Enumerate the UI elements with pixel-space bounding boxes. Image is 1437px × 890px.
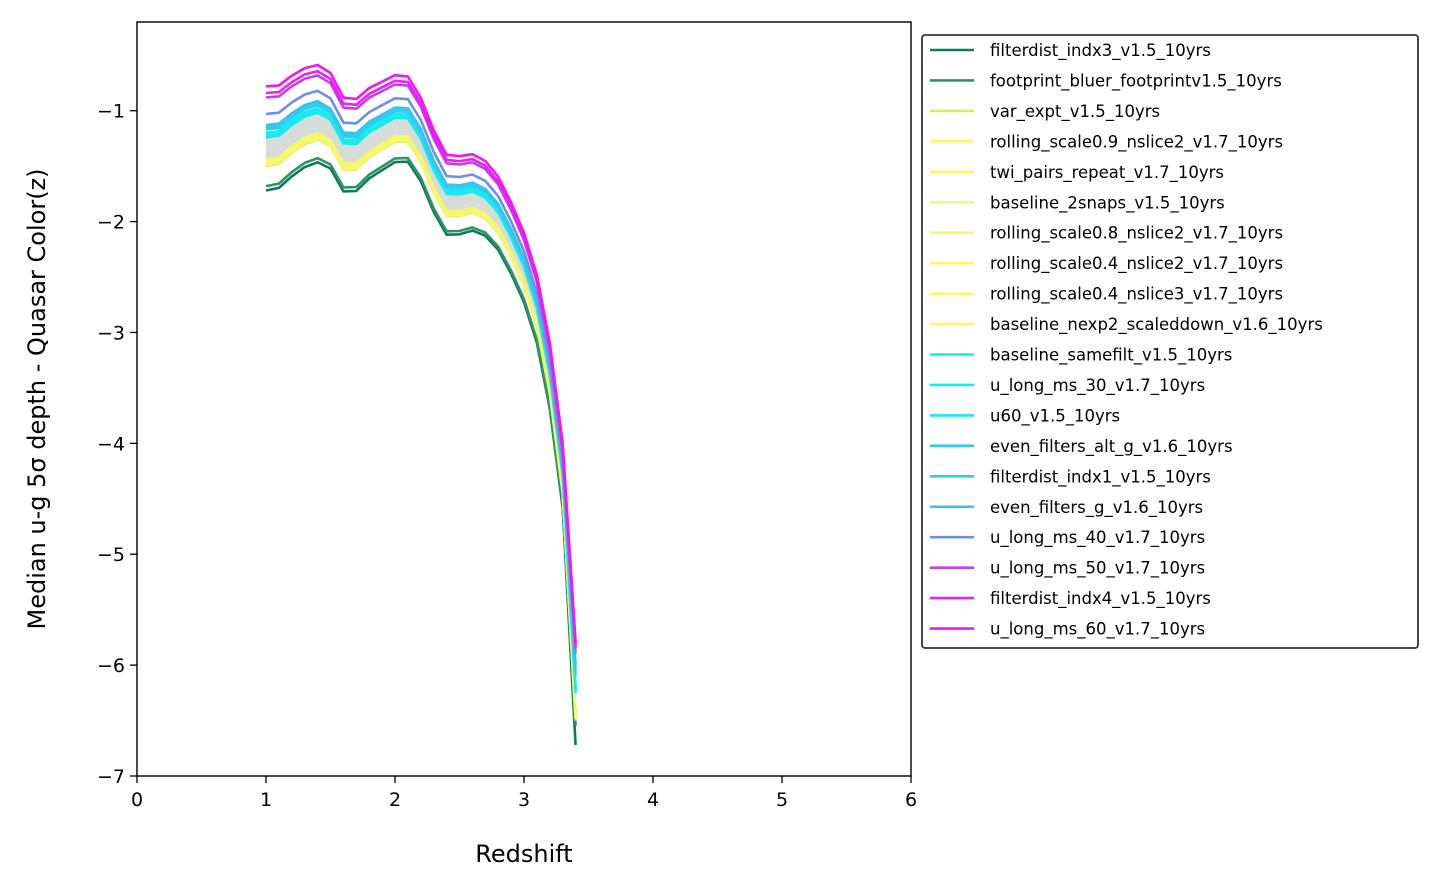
legend-items: filterdist_indx3_v1.5_10yrs footprint_blu… <box>930 41 1323 640</box>
legend-label: even_filters_g_v1.6_10yrs <box>990 498 1203 518</box>
legend-label: rolling_scale0.9_nslice2_v1.7_10yrs <box>990 132 1283 152</box>
x-tick-label: 1 <box>260 789 272 811</box>
y-tick-label: −2 <box>97 212 125 234</box>
y-tick-label: −7 <box>97 766 125 788</box>
series-line <box>265 63 577 643</box>
y-tick-label: −6 <box>97 655 125 677</box>
legend-label: filterdist_indx4_v1.5_10yrs <box>990 589 1211 609</box>
y-tick-label: −3 <box>97 322 125 344</box>
y-tick-label: −1 <box>97 101 125 123</box>
legend-label: footprint_bluer_footprintv1.5_10yrs <box>990 71 1282 91</box>
legend-label: filterdist_indx3_v1.5_10yrs <box>990 41 1211 61</box>
x-tick-label: 3 <box>518 789 530 811</box>
y-tick-label: −5 <box>97 544 125 566</box>
legend-label: u60_v1.5_10yrs <box>990 406 1120 426</box>
plot-area <box>136 21 912 777</box>
x-tick-label: 0 <box>131 789 143 811</box>
series-lines <box>265 63 577 746</box>
x-axis: 0 1 2 3 4 5 6 <box>131 776 917 811</box>
series-line <box>265 89 577 655</box>
legend-label: rolling_scale0.4_nslice3_v1.7_10yrs <box>990 285 1283 305</box>
y-axis-label: Median u-g 5σ depth - Quasar Color(z) <box>23 168 51 629</box>
legend-label: baseline_samefilt_v1.5_10yrs <box>990 346 1232 366</box>
legend-label: baseline_2snaps_v1.5_10yrs <box>990 193 1225 213</box>
legend: filterdist_indx3_v1.5_10yrs footprint_blu… <box>921 34 1419 649</box>
x-axis-label: Redshift <box>475 840 572 868</box>
x-tick-label: 4 <box>647 789 659 811</box>
series-line <box>265 156 577 727</box>
y-axis: −7 −6 −5 −4 −3 −2 −1 <box>97 101 137 788</box>
legend-label: u_long_ms_50_v1.7_10yrs <box>990 559 1205 579</box>
legend-label: var_expt_v1.5_10yrs <box>990 102 1160 122</box>
legend-label: baseline_nexp2_scaleddown_v1.6_10yrs <box>990 315 1323 335</box>
x-tick-label: 5 <box>776 789 788 811</box>
legend-box <box>921 34 1419 649</box>
legend-label: even_filters_alt_g_v1.6_10yrs <box>990 437 1233 457</box>
legend-label: rolling_scale0.8_nslice2_v1.7_10yrs <box>990 224 1283 244</box>
x-tick-label: 2 <box>389 789 401 811</box>
x-tick-label: 6 <box>905 789 917 811</box>
series-line <box>265 132 577 712</box>
y-tick-label: −4 <box>97 433 125 455</box>
legend-label: filterdist_indx1_v1.5_10yrs <box>990 467 1211 487</box>
legend-label: twi_pairs_repeat_v1.7_10yrs <box>990 163 1224 183</box>
legend-label: rolling_scale0.4_nslice2_v1.7_10yrs <box>990 254 1283 274</box>
series-line <box>265 99 577 666</box>
legend-label: u_long_ms_60_v1.7_10yrs <box>990 620 1205 640</box>
legend-label: u_long_ms_30_v1.7_10yrs <box>990 376 1205 396</box>
legend-label: u_long_ms_40_v1.7_10yrs <box>990 528 1205 548</box>
